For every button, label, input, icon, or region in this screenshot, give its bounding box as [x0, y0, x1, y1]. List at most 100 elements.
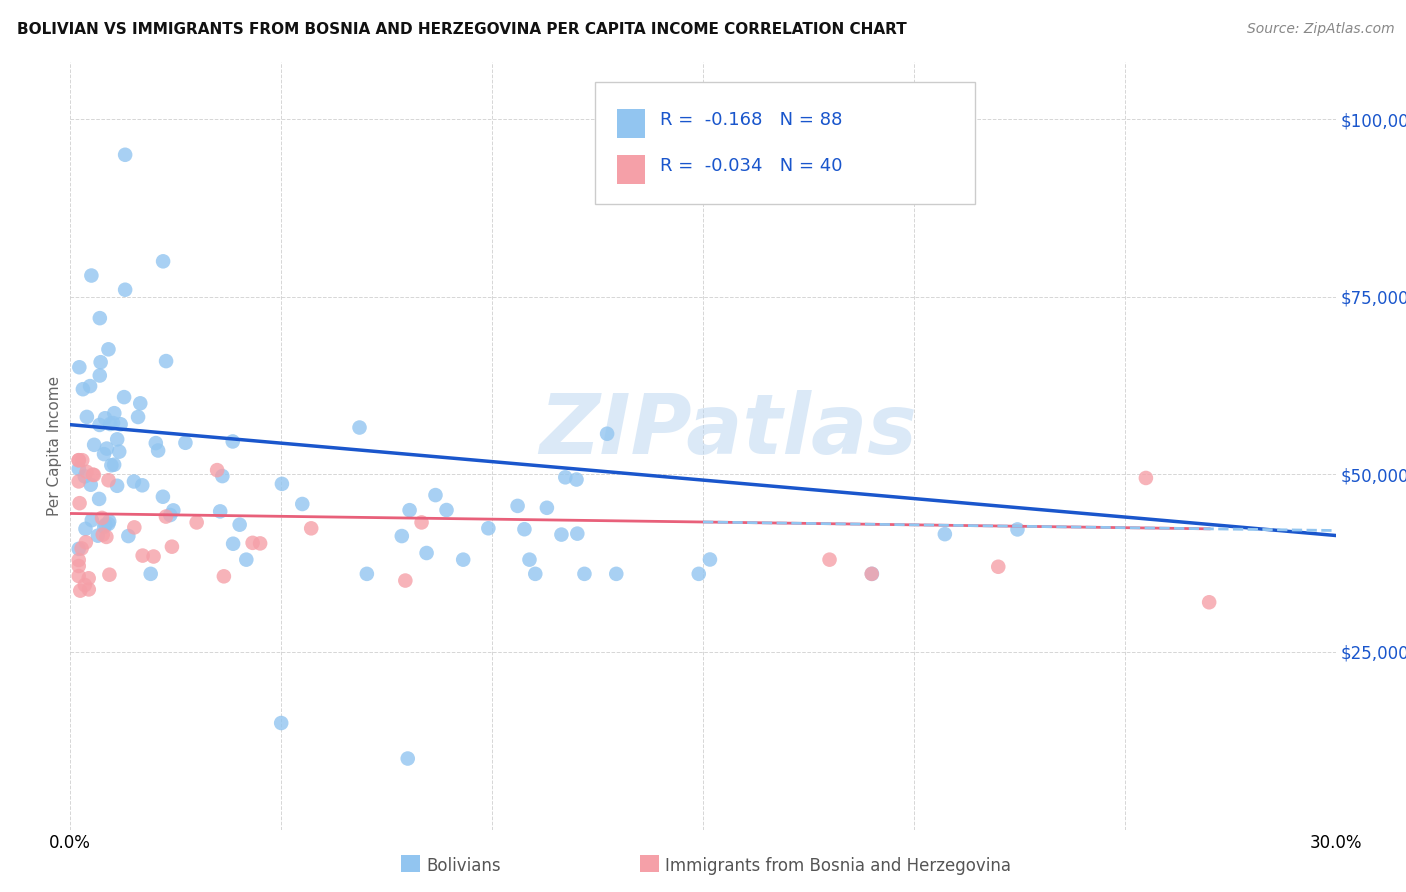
Point: [67, 553, 90, 567]
Point: [75, 535, 97, 549]
Point: [142, 549, 165, 564]
Point: [554, 470, 576, 484]
Text: Source: ZipAtlas.com: Source: ZipAtlas.com: [1247, 22, 1395, 37]
Point: [91, 511, 114, 525]
Point: [567, 526, 589, 541]
Point: [299, 521, 322, 535]
Point: [1198, 595, 1220, 609]
Point: [94, 411, 117, 425]
Point: [67, 541, 90, 556]
Point: [67, 559, 90, 574]
Point: [90, 355, 112, 369]
Point: [124, 520, 146, 534]
Point: [98, 514, 121, 528]
Point: [536, 500, 558, 515]
Point: [162, 503, 184, 517]
Point: [72, 453, 94, 467]
Point: [129, 396, 152, 410]
Bar: [617, 109, 645, 138]
Point: [97, 516, 120, 531]
Point: [100, 458, 122, 473]
Point: [160, 540, 183, 554]
Point: [69, 583, 91, 598]
Point: [93, 447, 115, 461]
Point: [73, 469, 96, 483]
Point: [145, 436, 167, 450]
Point: [131, 478, 153, 492]
Text: BOLIVIAN VS IMMIGRANTS FROM BOSNIA AND HERZEGOVINA PER CAPITA INCOME CORRELATION: BOLIVIAN VS IMMIGRANTS FROM BOSNIA AND H…: [17, 22, 907, 37]
Point: [212, 569, 235, 583]
Point: [96, 442, 118, 456]
Point: [139, 566, 162, 581]
Point: [506, 499, 529, 513]
Point: [205, 463, 228, 477]
Point: [89, 417, 111, 432]
Point: [436, 503, 458, 517]
Point: [82, 467, 104, 482]
Point: [146, 443, 169, 458]
Point: [513, 522, 536, 536]
Text: Bolivians: Bolivians: [426, 857, 501, 875]
Bar: [617, 155, 645, 185]
Point: [131, 549, 153, 563]
Point: [411, 516, 433, 530]
FancyBboxPatch shape: [596, 81, 976, 204]
Point: [67, 453, 90, 467]
Point: [222, 434, 245, 449]
Point: [699, 552, 721, 566]
Point: [159, 508, 181, 522]
Point: [87, 491, 110, 506]
Point: [155, 509, 177, 524]
Point: [80, 477, 103, 491]
Point: [83, 438, 105, 452]
Point: [235, 552, 257, 566]
Point: [605, 566, 627, 581]
Point: [83, 468, 105, 483]
Point: [70, 541, 93, 556]
Point: [97, 473, 120, 487]
Point: [89, 311, 111, 326]
Point: [80, 513, 103, 527]
Point: [270, 716, 292, 731]
Point: [1007, 523, 1029, 537]
Point: [69, 496, 91, 510]
Point: [519, 552, 541, 566]
Point: [818, 552, 841, 566]
Point: [87, 529, 110, 543]
Point: [114, 283, 136, 297]
Point: [356, 566, 378, 581]
Point: [186, 516, 208, 530]
Point: [222, 537, 245, 551]
Point: [98, 567, 121, 582]
Point: [209, 504, 232, 518]
Point: [228, 517, 250, 532]
Point: [105, 479, 128, 493]
Point: [67, 360, 90, 375]
Point: [105, 433, 128, 447]
Point: [77, 582, 100, 597]
Point: [98, 417, 121, 431]
Point: [860, 566, 883, 581]
Point: [271, 476, 294, 491]
Point: [76, 465, 98, 479]
Point: [174, 435, 197, 450]
Point: [110, 417, 132, 432]
Point: [934, 527, 956, 541]
Point: [550, 527, 572, 541]
Point: [75, 522, 97, 536]
Point: [152, 254, 174, 268]
Point: [396, 751, 419, 765]
Point: [108, 444, 131, 458]
Point: [72, 382, 94, 396]
Point: [415, 546, 437, 560]
Point: [91, 527, 114, 541]
Text: Immigrants from Bosnia and Herzegovina: Immigrants from Bosnia and Herzegovina: [665, 857, 1011, 875]
Y-axis label: Per Capita Income: Per Capita Income: [46, 376, 62, 516]
Point: [425, 488, 447, 502]
Point: [101, 416, 124, 430]
Point: [103, 458, 125, 472]
Point: [96, 530, 118, 544]
Point: [524, 566, 547, 581]
Point: [477, 521, 499, 535]
Point: [211, 469, 233, 483]
